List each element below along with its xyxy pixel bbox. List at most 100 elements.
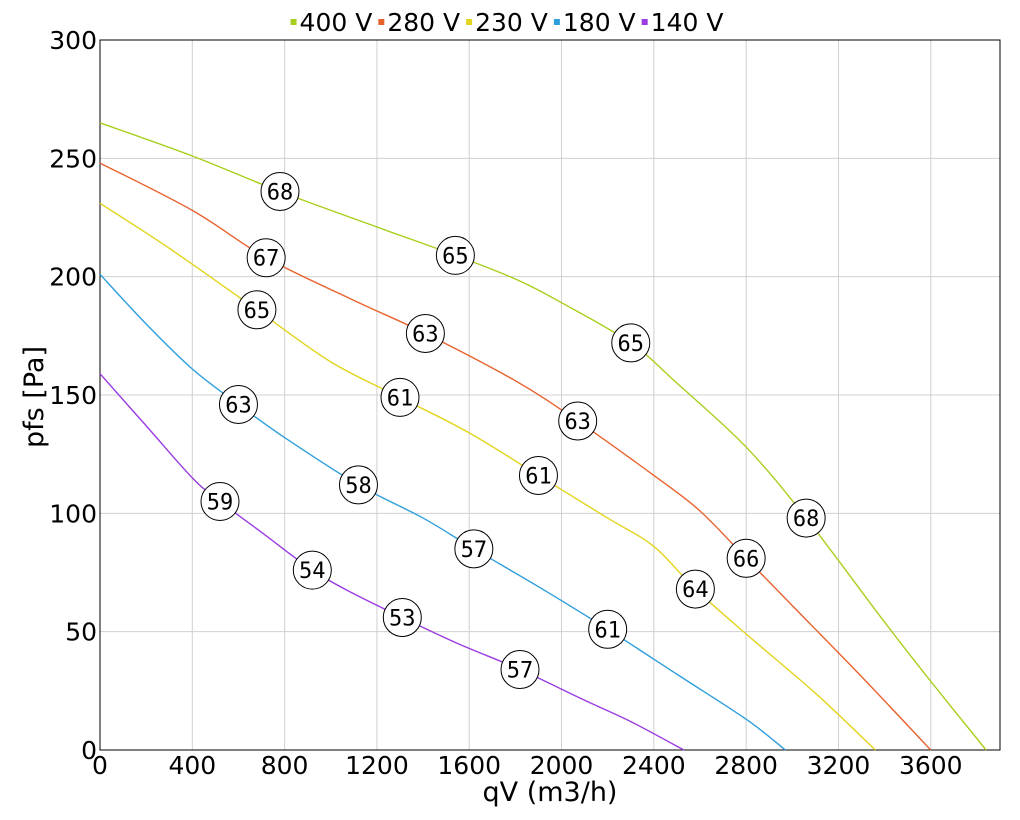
- point-label-text: 61: [594, 618, 621, 643]
- y-tick-label: 0: [81, 736, 97, 765]
- point-label-circle: [260, 171, 300, 211]
- y-axis-title: pfs [Pa]: [19, 346, 50, 448]
- legend-swatch: [378, 19, 385, 25]
- x-tick-label: 2400: [622, 751, 686, 780]
- y-ticks: 0 50 100 150 200 250 300: [49, 26, 97, 765]
- x-axis-title: qV (m3/h): [483, 777, 618, 808]
- point-label-circle: [588, 609, 628, 649]
- point-label-text: 57: [507, 659, 534, 684]
- series-line: [99, 273, 786, 751]
- point-label-marker: 68: [260, 171, 300, 211]
- point-label-circle: [726, 538, 766, 578]
- series-line: [99, 373, 685, 751]
- y-tick-label: 150: [49, 381, 97, 410]
- point-label-text: 63: [564, 410, 591, 435]
- point-label-marker: 63: [405, 313, 445, 353]
- point-label-circle: [200, 482, 240, 521]
- point-label-marker: 53: [382, 597, 422, 637]
- point-label-marker: 57: [454, 529, 494, 569]
- plot-frame: [99, 39, 1001, 751]
- point-label-circle: [292, 550, 332, 590]
- legend-label: 400 V: [300, 8, 373, 37]
- x-tick-label: 1600: [437, 751, 501, 780]
- y-tick-label: 200: [49, 263, 97, 292]
- legend-item: 280 V: [378, 8, 460, 37]
- point-label-text: 61: [387, 386, 414, 411]
- legend-swatch: [290, 19, 297, 25]
- point-label-circle: [338, 465, 378, 505]
- point-label-circle: [500, 650, 540, 690]
- point-label-text: 65: [442, 244, 469, 269]
- point-label-marker: 65: [611, 323, 651, 363]
- point-label-text: 68: [793, 507, 820, 532]
- point-label-marker: 57: [500, 650, 540, 690]
- point-label-circle: [382, 597, 422, 637]
- point-label-marker: 67: [246, 238, 286, 278]
- x-ticks: 0 400 800 1200 1600 2000 2400 2800 3200 3600: [92, 751, 963, 780]
- point-label-text: 68: [267, 180, 294, 205]
- point-label-text: 61: [525, 464, 552, 489]
- point-label-circle: [435, 235, 475, 275]
- point-label-text: 65: [618, 332, 645, 357]
- point-label-circle: [237, 290, 277, 330]
- point-label-text: 64: [682, 578, 709, 603]
- point-label-marker: 61: [380, 377, 420, 417]
- x-tick-label: 2800: [714, 751, 778, 780]
- point-label-marker: 68: [786, 498, 826, 538]
- point-label-marker: 58: [338, 465, 378, 505]
- point-label-circle: [405, 313, 445, 353]
- point-label-circle: [380, 377, 420, 417]
- point-label-circle: [786, 498, 826, 538]
- legend-label: 230 V: [475, 8, 548, 37]
- point-label-circle: [675, 569, 715, 609]
- legend-item: 180 V: [553, 8, 636, 37]
- y-tick-label: 100: [49, 499, 97, 528]
- point-label-text: 67: [253, 247, 280, 272]
- point-label-circle: [246, 238, 286, 278]
- x-tick-label: 400: [168, 751, 216, 780]
- point-label-circle: [558, 401, 598, 441]
- point-label-text: 57: [461, 538, 488, 563]
- series-lines: [99, 122, 987, 751]
- point-label-text: 59: [207, 491, 234, 516]
- x-tick-label: 800: [261, 751, 309, 780]
- y-tick-label: 50: [65, 618, 97, 647]
- legend-label: 140 V: [651, 8, 724, 37]
- point-label-marker: 54: [292, 550, 332, 590]
- point-label-marker: 65: [237, 290, 277, 330]
- series-line: [99, 122, 987, 751]
- point-label-text: 58: [345, 474, 372, 499]
- point-label-circle: [218, 384, 258, 424]
- point-label-circle: [454, 529, 494, 569]
- point-label-marker: 66: [726, 538, 766, 578]
- point-label-text: 53: [389, 606, 416, 631]
- point-label-marker: 65: [435, 235, 475, 275]
- point-label-marker: 61: [518, 455, 558, 495]
- legend-item: 140 V: [641, 8, 724, 37]
- point-label-text: 63: [225, 393, 252, 418]
- series-line: [99, 202, 876, 751]
- point-label-circle: [518, 455, 558, 495]
- point-label-text: 63: [412, 322, 439, 347]
- x-tick-label: 1200: [345, 751, 409, 780]
- point-label-text: 54: [299, 559, 326, 584]
- y-tick-label: 300: [49, 26, 97, 55]
- point-label-text: 65: [244, 299, 271, 324]
- x-tick-label: 2000: [530, 751, 594, 780]
- legend-item: 400 V: [290, 8, 373, 37]
- legend-item: 230 V: [466, 8, 548, 37]
- legend-label: 280 V: [387, 8, 460, 37]
- legend-label: 180 V: [563, 8, 636, 37]
- point-label-marker: 64: [675, 569, 715, 609]
- point-labels: 68 65 65 68 67 63 63 66 65 61 61 64 63 58 57 61 59 54 53 57: [200, 171, 826, 690]
- x-tick-label: 0: [92, 751, 108, 780]
- x-tick-label: 3200: [807, 751, 871, 780]
- point-label-marker: 59: [200, 482, 240, 521]
- y-tick-label: 250: [49, 144, 97, 173]
- point-label-marker: 61: [588, 609, 628, 649]
- point-label-text: 66: [733, 547, 760, 572]
- x-tick-label: 3600: [899, 751, 963, 780]
- legend-swatch: [466, 19, 473, 25]
- legend: 400 V 280 V 230 V 180 V 140 V: [290, 8, 724, 37]
